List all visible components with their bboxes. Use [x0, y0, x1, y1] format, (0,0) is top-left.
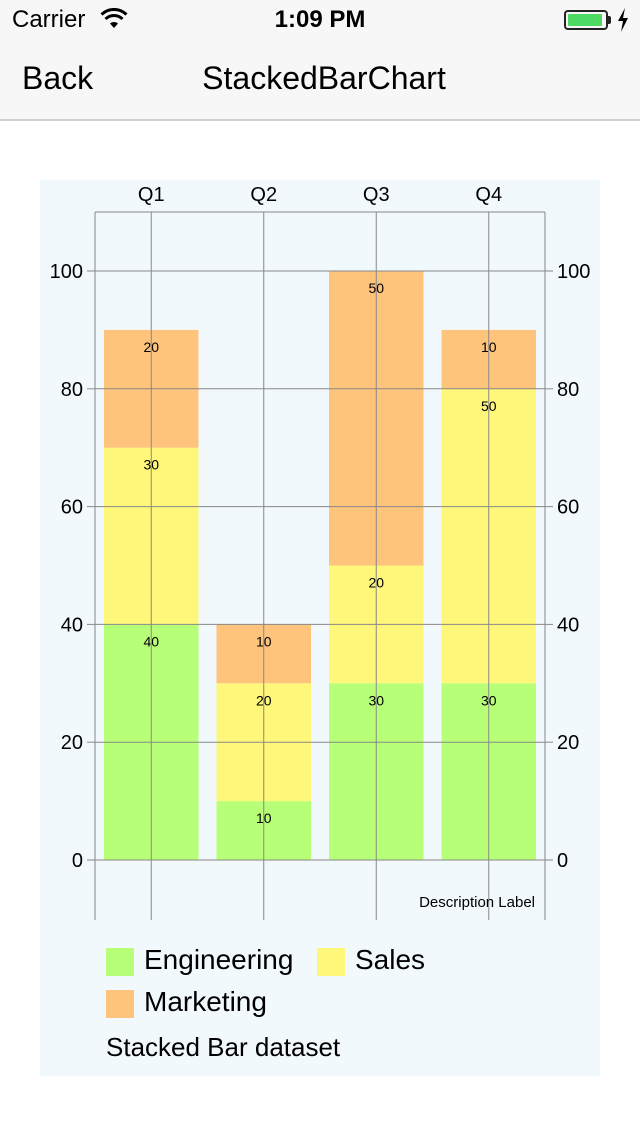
legend-swatch-sales	[317, 948, 345, 976]
legend-label-marketing: Marketing	[144, 986, 267, 1017]
y-tick-label-right: 40	[557, 614, 579, 636]
battery-fill	[568, 14, 603, 26]
legend-swatch-marketing	[106, 990, 134, 1018]
y-tick-label-left: 40	[61, 614, 83, 636]
y-tick-label-left: 0	[72, 850, 83, 872]
x-tick-label: Q4	[475, 184, 502, 206]
y-tick-label-left: 60	[61, 497, 83, 519]
page-title: StackedBarChart	[202, 60, 446, 96]
legend-label-engineering: Engineering	[144, 944, 294, 975]
charging-bolt-icon	[618, 8, 628, 32]
navigation-bar: Back StackedBarChart	[0, 40, 640, 121]
wifi-icon	[100, 8, 128, 28]
y-tick-label-right: 80	[557, 379, 579, 401]
back-button[interactable]: Back	[22, 60, 94, 96]
battery-tip	[608, 16, 611, 24]
y-tick-label-left: 100	[50, 261, 83, 283]
y-tick-label-right: 0	[557, 850, 568, 872]
stacked-bar-chart[interactable]: 40 30 20 10 20 10 30 20 50 30 50 10 0 0 20 20 40 40 60 60 80…	[40, 180, 600, 1076]
y-tick-label-right: 60	[557, 497, 579, 519]
x-tick-label: Q3	[363, 184, 390, 206]
y-tick-label-left: 20	[61, 732, 83, 754]
description-label: Description Label	[419, 894, 535, 911]
legend-swatch-engineering	[106, 948, 134, 976]
dataset-label: Stacked Bar dataset	[106, 1032, 341, 1062]
y-tick-label-left: 80	[61, 379, 83, 401]
battery-icon	[564, 10, 608, 30]
legend-label-sales: Sales	[355, 944, 426, 975]
x-tick-label: Q2	[250, 184, 277, 206]
x-tick-label: Q1	[138, 184, 165, 206]
carrier-label: Carrier	[12, 6, 86, 33]
status-bar: Carrier 1:09 PM	[0, 0, 640, 40]
y-tick-label-right: 20	[557, 732, 579, 754]
clock: 1:09 PM	[274, 6, 366, 33]
y-tick-label-right: 100	[557, 261, 590, 283]
